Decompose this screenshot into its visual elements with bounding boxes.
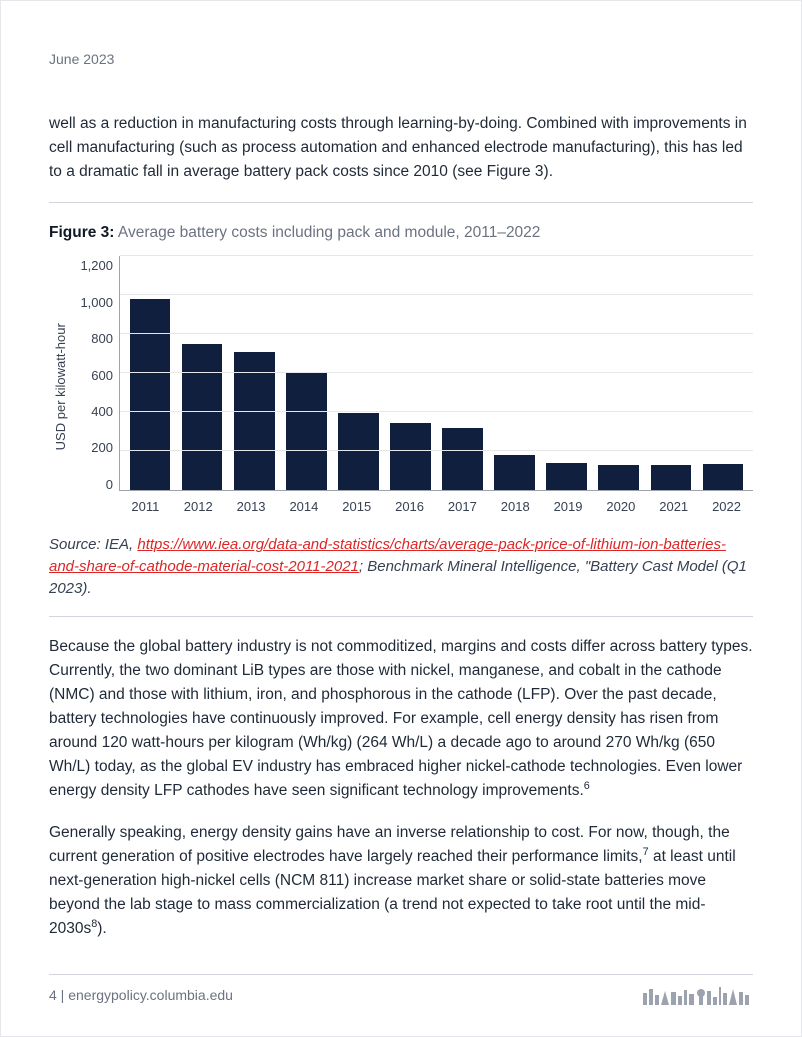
chart-bar-slot [384, 256, 436, 490]
chart-bar-slot [332, 256, 384, 490]
chart-xlabel: 2017 [436, 497, 489, 517]
chart-bar-slot [489, 256, 541, 490]
header-date: June 2023 [49, 49, 753, 70]
chart-bar-slot [593, 256, 645, 490]
chart-ylabel: USD per kilowatt-hour [51, 323, 71, 450]
body-paragraph-1: Because the global battery industry is n… [49, 635, 753, 803]
chart-bar [442, 428, 483, 490]
chart-bar [651, 465, 692, 489]
figure-title: Figure 3: Average battery costs includin… [49, 221, 753, 244]
chart-xlabel: 2014 [277, 497, 330, 517]
chart-bar-slot [541, 256, 593, 490]
chart-bar [390, 423, 431, 490]
chart-ytick: 400 [91, 402, 113, 422]
chart-ytick: 200 [91, 438, 113, 458]
chart-gridline [120, 294, 753, 295]
chart-ytick: 0 [106, 475, 113, 495]
footnote-ref-6: 6 [584, 779, 590, 791]
divider [49, 616, 753, 617]
chart-bar [286, 373, 327, 490]
body1-text: Because the global battery industry is n… [49, 638, 753, 799]
chart-bar-slot [436, 256, 488, 490]
chart-ylabel-wrap: USD per kilowatt-hour [49, 256, 73, 516]
chart-ytick: 800 [91, 329, 113, 349]
chart-ytick: 1,000 [80, 293, 113, 313]
chart-bar [546, 463, 587, 490]
chart-yticks: 1,200 1,000 800 600 400 200 0 [73, 256, 119, 516]
chart-bar [338, 413, 379, 490]
chart-xlabel: 2016 [383, 497, 436, 517]
chart-bar-slot [228, 256, 280, 490]
chart-bar-slot [645, 256, 697, 490]
chart-gridline [120, 255, 753, 256]
body2-text-a: Generally speaking, energy density gains… [49, 824, 730, 865]
chart-plot: 2011201220132014201520162017201820192020… [119, 256, 753, 516]
chart-bars [120, 256, 753, 490]
chart-gridline [120, 411, 753, 412]
chart-bar [598, 465, 639, 490]
chart-bar-slot [176, 256, 228, 490]
footer-left: 4 | energypolicy.columbia.edu [49, 985, 233, 1006]
body-paragraph-2: Generally speaking, energy density gains… [49, 821, 753, 941]
chart-xlabel: 2011 [119, 497, 172, 517]
chart-bar [703, 464, 744, 490]
chart-bar [494, 455, 535, 490]
figure-label: Figure 3: [49, 224, 114, 241]
chart-gridline [120, 372, 753, 373]
footer-site: energypolicy.columbia.edu [68, 987, 233, 1003]
chart-xlabel: 2015 [330, 497, 383, 517]
chart-xlabel: 2020 [594, 497, 647, 517]
chart-bar-slot [697, 256, 749, 490]
chart-bar-slot [124, 256, 176, 490]
chart-bar [182, 344, 223, 490]
chart-bars-area [119, 256, 753, 491]
chart-xlabel: 2012 [172, 497, 225, 517]
body2-text-c: ). [97, 920, 106, 937]
chart-xlabel: 2018 [489, 497, 542, 517]
source-prefix: Source: IEA, [49, 536, 137, 553]
footer-skyline-icon [643, 987, 753, 1005]
figure-title-text: Average battery costs including pack and… [114, 224, 540, 241]
chart-xlabel: 2022 [700, 497, 753, 517]
chart-xlabel: 2013 [225, 497, 278, 517]
figure-source: Source: IEA, https://www.iea.org/data-an… [49, 534, 753, 599]
chart-ytick: 600 [91, 366, 113, 386]
divider [49, 202, 753, 203]
chart-ytick: 1,200 [80, 256, 113, 276]
chart-gridline [120, 450, 753, 451]
page-number: 4 [49, 987, 57, 1003]
chart-gridline [120, 333, 753, 334]
intro-paragraph: well as a reduction in manufacturing cos… [49, 112, 753, 184]
battery-cost-chart: USD per kilowatt-hour 1,200 1,000 800 600 40… [49, 256, 753, 516]
footer-sep: | [57, 987, 68, 1003]
chart-bar [130, 299, 171, 490]
page-footer: 4 | energypolicy.columbia.edu [49, 974, 753, 1006]
chart-xlabel: 2019 [542, 497, 595, 517]
chart-xlabel: 2021 [647, 497, 700, 517]
chart-xlabels: 2011201220132014201520162017201820192020… [119, 491, 753, 517]
chart-bar-slot [280, 256, 332, 490]
